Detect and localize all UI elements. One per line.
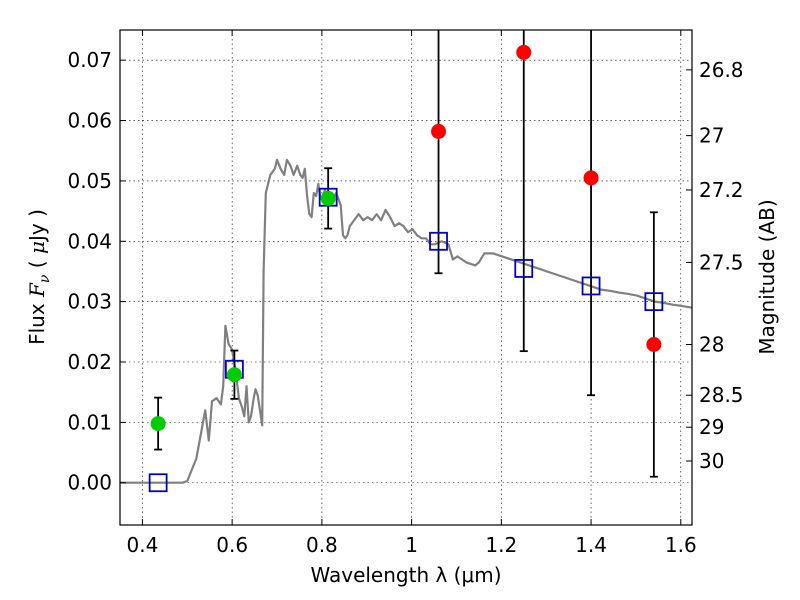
magnitude-tick-label: 28 xyxy=(699,333,724,357)
axis-ticks: 0.4 0.6 0.8 1 1.2 1.4 1.6 0.00 0.01 0.02 0.03 0.04 0… xyxy=(67,30,744,557)
plot-frame xyxy=(119,29,693,526)
upper-limit-marker xyxy=(583,170,599,186)
x-tick-label: 1.6 xyxy=(665,533,697,557)
model-square-marker xyxy=(429,231,448,251)
detection-marker xyxy=(150,416,166,432)
y-tick-label: 0.07 xyxy=(67,48,112,72)
x-axis-label: Wavelength λ (μm) xyxy=(310,563,501,587)
x-tick-label: 0.6 xyxy=(216,533,248,557)
upper-limit-marker xyxy=(431,123,447,139)
grid-lines xyxy=(120,30,692,525)
x-axis-title: Wavelength λ (μm) xyxy=(310,563,501,587)
detection-marker xyxy=(226,367,242,383)
error-bars xyxy=(154,30,658,478)
model-square-marker xyxy=(148,473,168,493)
magnitude-tick-label: 27.5 xyxy=(699,250,744,274)
model-square-marker xyxy=(514,259,534,278)
magnitude-tick-label: 27.2 xyxy=(699,178,744,202)
y-tick-label: 0.01 xyxy=(67,410,112,434)
y-tick-label: 0.03 xyxy=(67,290,112,314)
detection-marker xyxy=(320,190,336,206)
model-sed-line xyxy=(120,158,693,484)
model-square-marker xyxy=(644,292,664,312)
magnitude-tick-label: 27 xyxy=(699,124,724,148)
y-tick-label: 0.05 xyxy=(67,169,112,193)
x-tick-label: 1.4 xyxy=(575,533,607,557)
magnitude-tick-label: 28.5 xyxy=(699,383,744,407)
x-tick-label: 0.4 xyxy=(127,533,159,557)
y-axis-title-left: Flux Fν ( μJy ) xyxy=(25,209,53,345)
upper-limit-marker xyxy=(516,44,532,60)
y-tick-label: 0.04 xyxy=(67,229,112,253)
x-tick-label: 0.8 xyxy=(306,533,338,557)
y-tick-label: 0.02 xyxy=(67,350,112,374)
model-sed-curve xyxy=(120,158,693,484)
y-tick-label: 0.00 xyxy=(67,471,112,495)
magnitude-tick-label: 26.8 xyxy=(699,58,744,82)
upper-limit-marker xyxy=(646,337,662,353)
x-tick-label: 1 xyxy=(405,533,418,557)
y-tick-label: 0.06 xyxy=(67,109,112,133)
data-markers xyxy=(148,44,664,493)
x-tick-label: 1.2 xyxy=(485,533,517,557)
magnitude-tick-label: 29 xyxy=(699,415,724,439)
y-axis-title-right: Magnitude (AB) xyxy=(755,199,779,354)
magnitude-tick-label: 30 xyxy=(699,449,724,473)
model-square-marker xyxy=(581,276,601,296)
